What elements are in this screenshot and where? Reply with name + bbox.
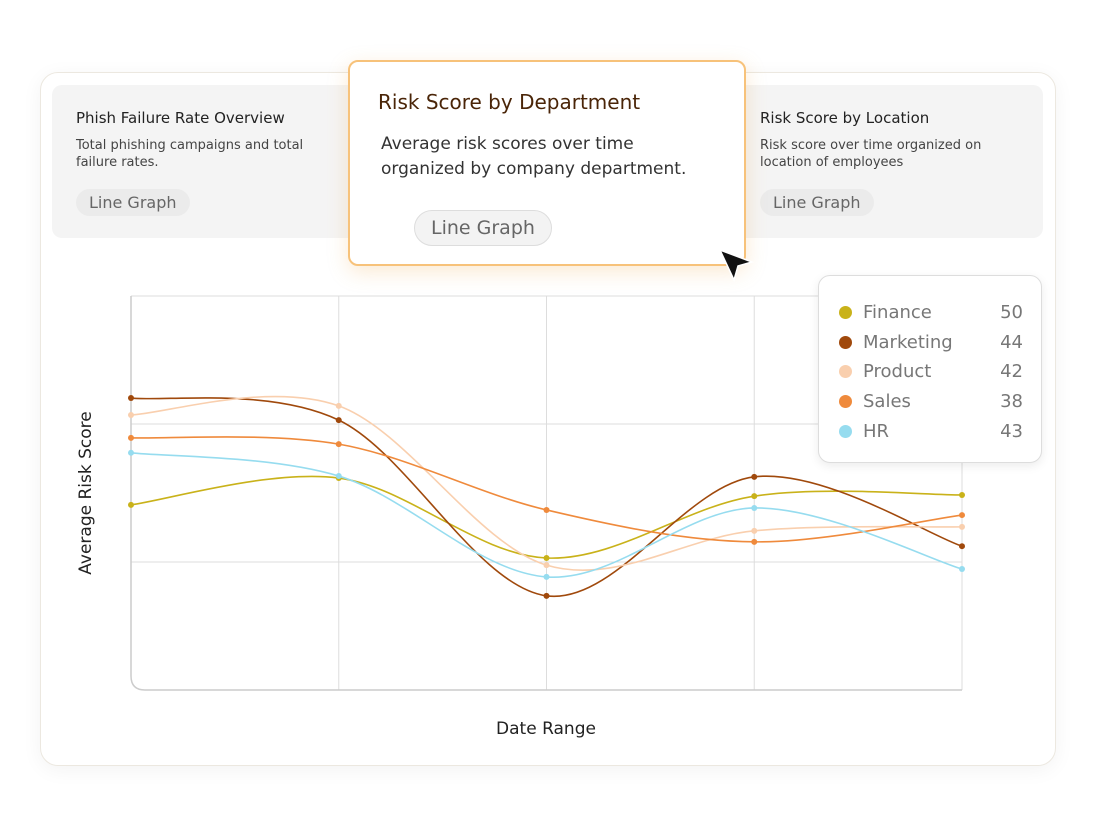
legend-label: Sales	[863, 391, 911, 413]
legend-item[interactable]: Product 42	[839, 357, 1023, 387]
data-point	[128, 501, 134, 508]
legend-value: 50	[1000, 302, 1023, 324]
data-point	[335, 417, 342, 424]
card-title: Phish Failure Rate Overview	[76, 109, 285, 127]
data-point	[128, 395, 134, 402]
data-point	[751, 493, 758, 500]
legend-item[interactable]: Marketing 44	[839, 328, 1023, 358]
data-point	[543, 592, 550, 599]
x-axis-label: Date Range	[496, 719, 596, 739]
legend-label: Marketing	[863, 331, 953, 353]
legend-label: Product	[863, 361, 932, 383]
data-point	[128, 449, 134, 456]
card-description: Total phishing campaigns and total failu…	[76, 138, 304, 170]
data-point	[543, 573, 550, 580]
legend-value: 42	[1000, 361, 1023, 383]
card-description: Risk score over time organized on locati…	[760, 138, 982, 170]
data-point	[335, 441, 342, 448]
legend-item[interactable]: Finance 50	[839, 298, 1023, 328]
data-point	[751, 538, 758, 545]
legend-item[interactable]: HR 43	[839, 416, 1023, 446]
card-title: Risk Score by Department	[378, 90, 641, 114]
data-point	[128, 434, 134, 441]
legend-label: Finance	[863, 302, 932, 324]
card[interactable]: Phish Failure Rate Overview Total phishi…	[52, 85, 362, 238]
data-point	[543, 506, 550, 513]
chart-type-pill[interactable]: Line Graph	[760, 189, 874, 216]
card-title: Risk Score by Location	[760, 109, 930, 127]
legend-value: 44	[1000, 331, 1023, 353]
data-point	[751, 527, 758, 534]
legend-swatch	[839, 395, 852, 409]
data-point	[751, 473, 758, 480]
legend-value: 43	[1000, 420, 1023, 442]
legend-item[interactable]: Sales 38	[839, 387, 1023, 417]
data-point	[959, 491, 965, 498]
legend-value: 38	[1000, 391, 1023, 413]
legend-swatch	[839, 335, 852, 349]
data-point	[335, 473, 342, 480]
legend-swatch	[839, 424, 852, 438]
data-point	[959, 523, 965, 530]
card[interactable]: Risk Score by Location Risk score over t…	[736, 85, 1043, 238]
legend-label: HR	[863, 420, 890, 442]
data-point	[959, 512, 965, 519]
data-point	[543, 555, 550, 562]
cursor	[718, 248, 755, 283]
chart-type-pill[interactable]: Line Graph	[76, 189, 190, 216]
y-axis-label: Average Risk Score	[76, 411, 96, 574]
card-description: Average risk scores over time organized …	[381, 134, 687, 179]
data-point	[959, 566, 965, 573]
data-point	[751, 504, 758, 511]
data-point	[335, 402, 342, 409]
chart-type-pill[interactable]: Line Graph	[414, 210, 552, 246]
legend-swatch	[839, 365, 852, 379]
data-point	[543, 562, 550, 569]
data-point	[959, 543, 965, 550]
selected-card[interactable]: Risk Score by Department Average risk sc…	[348, 60, 746, 266]
legend: Finance 50 Marketing 44 Product 42 Sales 38 HR 43	[818, 275, 1042, 463]
axis	[130, 296, 962, 691]
data-point	[128, 411, 134, 418]
legend-swatch	[839, 306, 852, 320]
